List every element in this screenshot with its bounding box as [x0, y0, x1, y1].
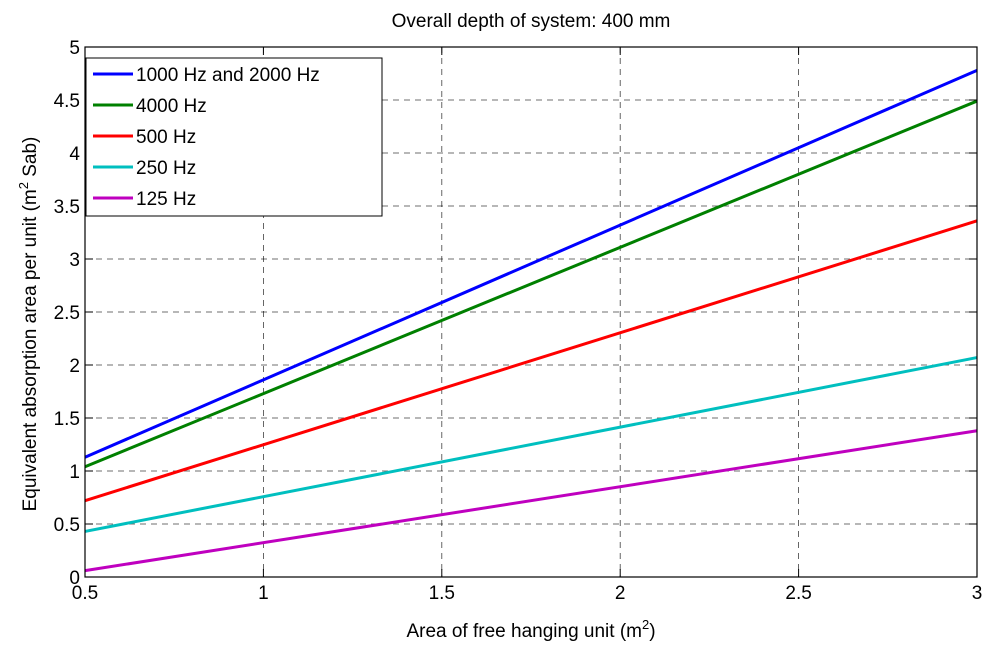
legend-label: 500 Hz	[136, 127, 196, 148]
y-axis-label-superscript: 2	[16, 182, 31, 189]
series-line	[84, 99, 978, 469]
y-tick-label: 0.5	[54, 515, 80, 536]
legend: 1000 Hz and 2000 Hz 4000 Hz 500 Hz 250 Hz 12…	[85, 57, 383, 217]
y-tick-label: 2.5	[54, 303, 80, 324]
y-axis-label-text: Equivalent absorption area per unit (m	[20, 189, 41, 511]
y-tick-label: 3.5	[54, 197, 80, 218]
legend-box	[85, 57, 383, 217]
y-tick-label: 4	[69, 144, 80, 165]
x-tick-label: 1	[258, 583, 269, 604]
y-tick-label: 4.5	[54, 91, 80, 112]
x-tick-label: 2.5	[785, 583, 811, 604]
x-axis-label-text: Area of free hanging unit (m	[406, 621, 642, 642]
series-line	[84, 356, 978, 533]
x-tick-label: 3	[972, 583, 983, 604]
x-axis-label-superscript: 2	[642, 617, 649, 632]
y-tick-label: 3	[69, 250, 80, 271]
legend-label: 250 Hz	[136, 158, 196, 179]
y-tick-label: 1.5	[54, 409, 80, 430]
y-tick-label: 0	[69, 568, 80, 589]
y-axis-label-end: Sab)	[20, 137, 41, 182]
legend-label: 125 Hz	[136, 189, 196, 210]
x-axis-label-end: )	[649, 621, 655, 642]
series-lines	[84, 68, 978, 573]
y-tick-label: 2	[69, 356, 80, 377]
axis-ticks: 0.5 1 1.5 2 2.5 300.511.522.533.544.55	[54, 38, 983, 604]
y-axis-label: Equivalent absorption area per unit (m2 …	[16, 137, 41, 512]
series-line	[84, 429, 978, 573]
legend-label: 1000 Hz and 2000 Hz	[136, 65, 320, 86]
chart-title: Overall depth of system: 400 mm	[392, 11, 671, 32]
legend-label: 4000 Hz	[136, 96, 207, 117]
x-tick-label: 1.5	[429, 583, 455, 604]
x-tick-label: 0.5	[72, 583, 98, 604]
series-line	[84, 68, 978, 459]
x-tick-label: 2	[615, 583, 626, 604]
x-axis-label: Area of free hanging unit (m2)	[406, 617, 655, 642]
series-line	[84, 219, 978, 503]
y-tick-label: 1	[69, 462, 80, 483]
y-tick-label: 5	[69, 38, 80, 59]
